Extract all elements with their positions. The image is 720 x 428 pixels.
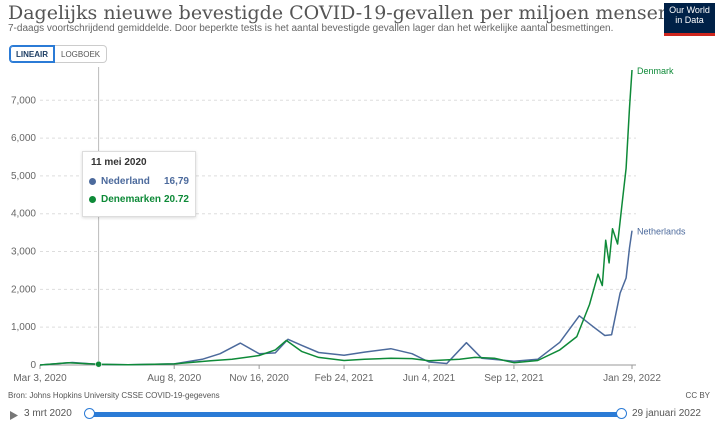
- tooltip-date: 11 mei 2020: [91, 157, 147, 168]
- linear-scale-button[interactable]: LINEAIR: [9, 45, 55, 63]
- tooltip-row-netherlands: Nederland 16,79: [89, 174, 189, 188]
- chart-subtitle: 7-daags voortschrijdend gemiddelde. Door…: [8, 23, 614, 34]
- series-label-denmark: Denmark: [637, 66, 674, 76]
- x-tick-label: Feb 24, 2021: [315, 373, 374, 384]
- timeline-track[interactable]: [88, 412, 623, 417]
- log-scale-button[interactable]: LOGBOEK: [55, 45, 108, 63]
- tooltip-value: 16,79: [163, 175, 189, 187]
- timeline-end-handle[interactable]: [616, 408, 627, 419]
- netherlands-dot-icon: [89, 177, 96, 185]
- hover-marker-denmark: [95, 360, 102, 368]
- y-tick-label: 5,000: [11, 171, 36, 182]
- series-labels: Netherlands Denmark: [637, 66, 686, 237]
- denmark-dot-icon: [89, 195, 96, 203]
- logo-accent-bar: [664, 33, 715, 36]
- y-gridlines: [40, 99, 636, 366]
- timeline-start-label: 3 mrt 2020: [24, 408, 72, 419]
- tooltip-value: 20.72: [163, 193, 189, 205]
- x-tick-label: Jan 29, 2022: [603, 373, 661, 384]
- tooltip-row-denmark: Denemarken 20.72: [89, 192, 189, 206]
- hover-markers: [95, 360, 102, 368]
- y-tick-label: 2,000: [11, 284, 36, 295]
- x-tick-labels: Mar 3, 2020 Aug 8, 2020 Nov 16, 2020 Feb 24…: [13, 365, 661, 384]
- series-lines: [39, 69, 633, 366]
- y-tick-labels: 0 1,000 2,000 3,000 4,000 5,000 6,000 7,000: [11, 95, 36, 371]
- chart-title: Dagelijks nieuwe bevestigde COVID-19-gev…: [8, 2, 671, 24]
- x-tick-label: Aug 8, 2020: [147, 373, 201, 384]
- x-tick-label: Jun 4, 2021: [403, 373, 456, 384]
- x-tick-label: Mar 3, 2020: [13, 373, 67, 384]
- timeline-start-handle[interactable]: [84, 408, 95, 419]
- tooltip-name: Nederland: [101, 175, 150, 187]
- owid-logo[interactable]: Our World in Data: [664, 3, 715, 36]
- tooltip-name: Denemarken: [101, 193, 162, 205]
- x-tick-label: Sep 12, 2021: [484, 373, 544, 384]
- source-note: Bron: Johns Hopkins University CSSE COVI…: [8, 391, 220, 400]
- y-tick-label: 0: [30, 360, 36, 371]
- tooltip: 11 mei 2020 Nederland 16,79 Denemarken 2…: [82, 151, 196, 217]
- play-icon[interactable]: [10, 411, 18, 420]
- y-tick-label: 3,000: [11, 247, 36, 258]
- series-line-denmark: [39, 69, 633, 366]
- y-tick-label: 4,000: [11, 209, 36, 220]
- license-link[interactable]: CC BY: [685, 391, 710, 400]
- series-line-netherlands: [39, 230, 633, 366]
- logo-line-2: in Data: [675, 15, 704, 25]
- x-tick-label: Nov 16, 2020: [229, 373, 289, 384]
- scale-toggle: LINEAIR LOGBOEK: [9, 45, 108, 63]
- line-chart[interactable]: 0 1,000 2,000 3,000 4,000 5,000 6,000 7,000 Mar…: [0, 0, 720, 400]
- timeline-end-label: 29 januari 2022: [632, 408, 701, 419]
- y-tick-label: 1,000: [11, 322, 36, 333]
- y-tick-label: 7,000: [11, 95, 36, 106]
- logo-line-1: Our World: [669, 5, 710, 15]
- series-label-netherlands: Netherlands: [637, 227, 686, 237]
- timeline: 3 mrt 2020 29 januari 2022: [0, 405, 720, 425]
- y-tick-label: 6,000: [11, 133, 36, 144]
